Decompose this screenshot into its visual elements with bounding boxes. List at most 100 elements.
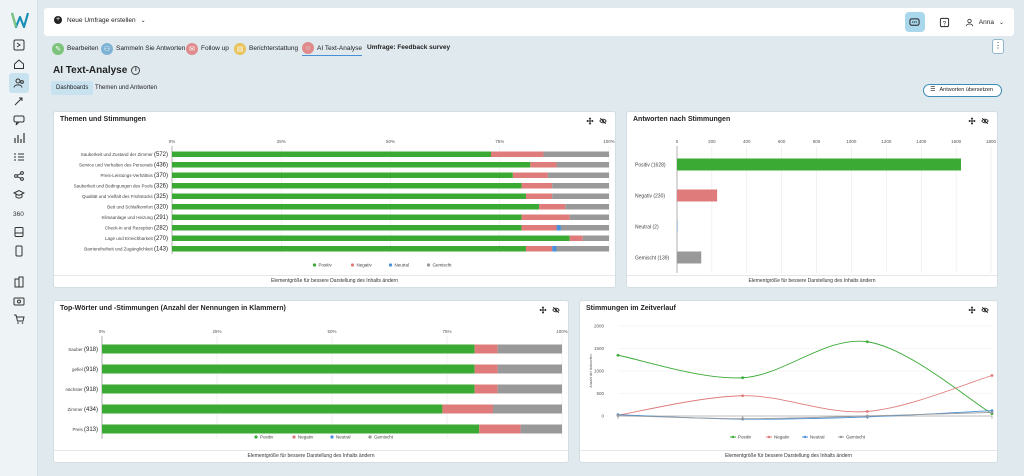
tab-ai-text-analysis[interactable]: ○ AI Text-Analyse	[302, 41, 363, 56]
subtab-dashboards[interactable]: Dashboards	[51, 81, 94, 95]
x-tick-label: 100%	[556, 329, 568, 334]
top-bar: + Neue Umfrage erstellen ⌄ ? Anna ⌄	[44, 8, 1014, 36]
legend-marker	[330, 435, 334, 439]
bar-segment-positiv	[102, 404, 443, 414]
users-icon[interactable]	[9, 73, 29, 93]
bar-segment-gemischt	[556, 162, 609, 168]
bar-segment-gemischt	[520, 424, 562, 434]
followup-icon: ✉	[186, 42, 198, 55]
bar-segment-positiv	[172, 151, 492, 157]
sidebar: 360	[0, 0, 38, 476]
tab-bearbeiten[interactable]: ✎ Bearbeiten	[52, 41, 98, 56]
category-count: (282)	[154, 226, 168, 232]
subtab-themes[interactable]: Themen und Antworten	[95, 85, 158, 91]
timeline-chart: 0 500 1000 1500 2000 Anzahl der Antworten Posi…	[589, 324, 994, 440]
legend-marker	[350, 263, 355, 267]
data-point	[865, 410, 869, 413]
tab-collect[interactable]: ⚇ Sammeln Sie Antworten	[101, 41, 185, 56]
expand-icon[interactable]	[11, 37, 27, 53]
payment-icon[interactable]	[11, 293, 27, 309]
360-icon[interactable]: 360	[11, 205, 27, 221]
category-count: (325)	[154, 194, 168, 200]
themes-card: 0% 25% 50% 75% 100% Sauberkeit und Zustand de…	[53, 111, 616, 288]
building-icon[interactable]	[11, 274, 27, 290]
graduation-icon[interactable]	[11, 186, 27, 202]
move-icon[interactable]	[968, 306, 976, 314]
y-tick-label: 1500	[594, 346, 605, 351]
legend-marker	[312, 263, 317, 267]
bar-segment-gemischt	[497, 384, 562, 394]
plus-icon: +	[54, 16, 62, 24]
bar-segment-positiv	[102, 424, 480, 434]
hide-icon[interactable]	[599, 117, 607, 125]
tab-reporting[interactable]: ▤ Berichterstattung	[234, 41, 298, 56]
category-label: Barrierefreiheit und Zugänglichkeit (143…	[84, 247, 168, 253]
app-logo[interactable]	[11, 10, 29, 30]
share-icon[interactable]	[11, 168, 27, 184]
data-point	[865, 340, 869, 344]
sentiments-card: 0 200 400 600 800 1000 1200 1400 1600 1800 Positiv…	[626, 111, 998, 288]
y-tick-label: 2000	[594, 324, 605, 329]
translate-icon: ☰	[930, 87, 936, 93]
info-icon[interactable]: i	[131, 66, 141, 75]
card-footer: Elementgröße für bessere Darstellung des…	[54, 450, 568, 462]
bar-segment-negativ	[512, 172, 548, 178]
move-icon[interactable]	[586, 117, 594, 125]
bar-chart-icon[interactable]	[11, 130, 27, 146]
legend-marker	[426, 263, 431, 267]
legend-label: Gemischt	[846, 435, 866, 440]
move-icon[interactable]	[968, 117, 976, 125]
chat-bubble-icon	[909, 17, 920, 26]
legend-label: Neutral	[810, 435, 825, 440]
x-tick-label: 1200	[881, 139, 892, 144]
bar-segment-negativ	[521, 225, 557, 231]
hide-icon[interactable]	[981, 117, 989, 125]
x-tick-label: 800	[813, 139, 821, 144]
category-count: (143)	[154, 247, 168, 253]
user-menu[interactable]: Anna ⌄	[965, 18, 1004, 27]
category-label: Sauberkeit und Zustand der Zimmer (572)	[81, 152, 168, 158]
bar-segment-positiv	[172, 183, 522, 189]
x-tick-label: 400	[743, 139, 751, 144]
series-line-positiv	[617, 340, 993, 415]
top-words-card: 0% 25% 50% 75% 100% Sauber (918) gefiel (918) n…	[53, 300, 569, 463]
more-options-button[interactable]: ⋮	[992, 39, 1004, 54]
hide-icon[interactable]	[552, 306, 560, 314]
card-title: Themen und Stimmungen	[60, 116, 146, 123]
svg-text:360: 360	[13, 211, 24, 218]
move-icon[interactable]	[539, 306, 547, 314]
bar-segment-positiv	[172, 225, 522, 231]
sentiments-chart: 0 200 400 600 800 1000 1200 1400 1600 1800 Positiv…	[635, 139, 997, 273]
timeline-card: 0 500 1000 1500 2000 Anzahl der Antworten Posi…	[579, 300, 998, 463]
inbox-icon[interactable]	[11, 224, 27, 240]
chat-icon[interactable]	[11, 112, 27, 128]
survey-title: Umfrage: Feedback survey	[367, 44, 451, 51]
home-icon[interactable]	[11, 56, 27, 72]
list-icon[interactable]	[11, 149, 27, 165]
ai-assistant-button[interactable]	[904, 12, 925, 32]
bar-segment-positiv	[102, 364, 475, 374]
translate-answers-button[interactable]: ☰ Antworten übersetzen	[923, 84, 1002, 97]
mobile-icon[interactable]	[11, 243, 27, 259]
bar-segment-negativ	[474, 384, 498, 394]
create-survey-button[interactable]: + Neue Umfrage erstellen ⌄	[54, 16, 146, 24]
cart-icon[interactable]	[11, 311, 27, 327]
card-title: Stimmungen im Zeitverlauf	[586, 305, 676, 312]
bar-segment-negativ	[521, 214, 570, 220]
help-icon: ?	[940, 17, 950, 27]
bar-segment-negativ	[491, 151, 544, 157]
category-name: nächster	[65, 387, 84, 392]
tab-followup[interactable]: ✉ Follow up	[186, 41, 229, 56]
data-point	[741, 394, 745, 398]
hide-icon[interactable]	[981, 306, 989, 314]
bar-segment-negativ	[539, 204, 566, 210]
x-tick-label: 50%	[327, 329, 336, 334]
y-tick-label: 500	[596, 391, 604, 396]
help-button[interactable]: ?	[935, 12, 955, 32]
top-words-chart: 0% 25% 50% 75% 100%Sauber (918)gefiel (918)n…	[65, 329, 568, 440]
rocket-icon[interactable]	[11, 93, 27, 109]
category-name: Bett und Schlafkomfort	[107, 205, 154, 210]
legend-label: Positiv	[738, 435, 752, 440]
legend-label: Gemischt	[433, 263, 453, 268]
legend-label: Positiv	[260, 435, 274, 440]
